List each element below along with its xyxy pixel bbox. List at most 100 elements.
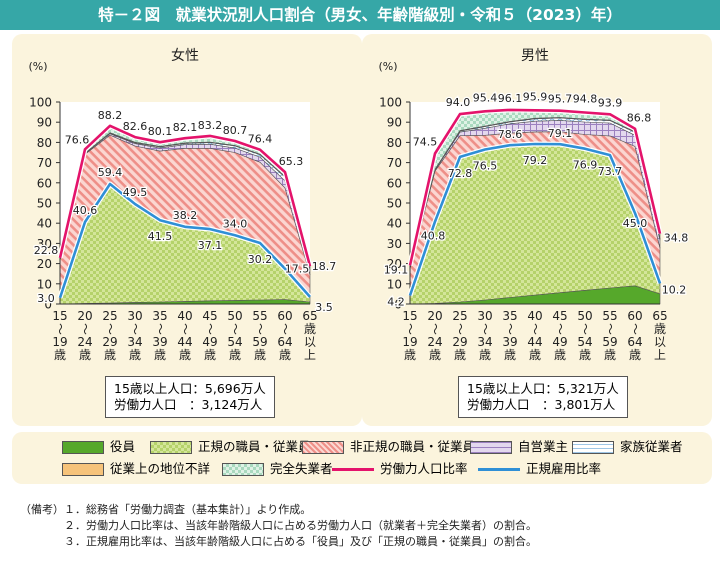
- regular-employment-ratio-label: 40.8: [421, 230, 446, 243]
- y-tick-label: 70: [387, 156, 402, 170]
- labor-force-ratio-label: 83.2: [198, 119, 223, 132]
- legend-swatch-officer: [62, 441, 104, 454]
- labor-force-ratio-label: 93.9: [598, 96, 623, 109]
- x-tick-label: 歳: [604, 348, 616, 362]
- x-tick-label: 以: [304, 335, 316, 349]
- x-tick-label: 34: [127, 335, 142, 349]
- regular-employment-ratio-label: 30.2: [248, 253, 273, 266]
- x-tick-label: 49: [202, 335, 217, 349]
- labor-force-ratio-label: 96.1: [498, 92, 523, 105]
- regular-employment-ratio-label: 72.8: [448, 167, 473, 180]
- male-population-box: 15歳以上人口：5,321万人 労働力人口 ：3,801万人: [458, 376, 628, 418]
- x-tick-label: 44: [527, 335, 542, 349]
- legend-label-regular: 正規の職員・従業員: [198, 439, 311, 454]
- y-tick-label: 90: [37, 116, 52, 130]
- legend: 役員 正規の職員・従業員 非正規の職員・従業員 自営業主 家族従業者 従業上の地…: [12, 432, 712, 484]
- x-tick-label: 60: [277, 309, 292, 323]
- x-tick-label: 35: [152, 309, 167, 323]
- x-tick-label: 34: [477, 335, 492, 349]
- legend-label-nonregular: 非正規の職員・従業員: [350, 439, 476, 454]
- x-tick-label: 29: [102, 335, 117, 349]
- regular-employment-ratio-label: 38.2: [173, 209, 198, 222]
- x-tick-label: 上: [304, 348, 316, 362]
- x-tick-label: ～: [253, 323, 267, 335]
- legend-swatch-nonregular: [302, 441, 344, 454]
- labor-force-ratio-label: 74.5: [413, 136, 438, 149]
- regular-employment-ratio-label: 79.2: [523, 154, 548, 167]
- note-line-2: ２．労働力人口比率は、当該年齢階級人口に占める労働力人口（就業者＋完全失業者）の…: [64, 519, 537, 532]
- y-tick-label: 10: [37, 277, 52, 291]
- female-labor-label: 労働力人口 ：: [114, 397, 202, 412]
- x-tick-label: ～: [478, 323, 492, 335]
- labor-force-ratio-label: 34.8: [664, 232, 689, 245]
- labor-force-ratio-label: 22.8: [34, 244, 59, 257]
- regular-employment-ratio-line: [408, 142, 662, 296]
- x-tick-label: ～: [628, 323, 642, 335]
- regular-employment-ratio-label: 49.5: [123, 186, 148, 199]
- x-tick-label: 39: [152, 335, 167, 349]
- legend-swatch-regular: [150, 441, 192, 454]
- x-tick-label: 15: [52, 309, 67, 323]
- legend-line-regular: [478, 468, 520, 471]
- x-tick-label: 54: [577, 335, 592, 349]
- labor-force-ratio-label: 95.9: [523, 90, 548, 103]
- female-pop-label: 15歳以上人口：: [114, 381, 205, 396]
- labor-force-ratio-label: 82.6: [123, 120, 148, 133]
- x-tick-label: 歳: [629, 348, 641, 362]
- x-tick-label: 50: [227, 309, 242, 323]
- female-labor-value: 3,124万人: [201, 397, 263, 412]
- x-tick-label: ～: [553, 323, 567, 335]
- legend-label-officer: 役員: [110, 439, 136, 454]
- x-tick-label: 24: [77, 335, 92, 349]
- x-tick-label: 歳: [179, 348, 191, 362]
- regular-employment-ratio-label: 73.7: [598, 165, 623, 178]
- x-tick-label: ～: [153, 323, 167, 335]
- x-tick-label: 歳: [104, 348, 116, 362]
- x-tick-label: 30: [477, 309, 492, 323]
- regular-employment-ratio-label: 40.6: [73, 204, 98, 217]
- x-tick-label: ～: [103, 323, 117, 335]
- x-tick-label: 25: [102, 309, 117, 323]
- labor-force-ratio-label: 95.7: [548, 93, 573, 106]
- x-tick-label: 54: [227, 335, 242, 349]
- regular-employment-ratio-label: 76.5: [473, 159, 498, 172]
- x-tick-label: 歳: [504, 348, 516, 362]
- legend-swatch-unknown: [62, 463, 104, 476]
- y-tick-label: 30: [387, 237, 402, 251]
- y-tick-label: 80: [37, 136, 52, 150]
- x-tick-label: 59: [602, 335, 617, 349]
- y-tick-label: 60: [37, 176, 52, 190]
- regular-employment-ratio-label: 3.0: [37, 292, 55, 305]
- female-chart: 女性(%)010203040506070809010022.876.688.28…: [28, 47, 337, 362]
- x-tick-label: 歳: [304, 322, 316, 336]
- labor-force-ratio-label: 80.1: [148, 125, 173, 138]
- y-tick-label: 50: [37, 197, 52, 211]
- x-tick-label: ～: [403, 323, 417, 335]
- x-tick-label: ～: [203, 323, 217, 335]
- panel-title: 女性: [171, 47, 199, 64]
- x-tick-label: 以: [654, 335, 666, 349]
- x-tick-label: ～: [453, 323, 467, 335]
- x-tick-label: 55: [252, 309, 267, 323]
- y-tick-label: 20: [37, 257, 52, 271]
- x-tick-label: 65: [652, 309, 667, 323]
- x-tick-label: 60: [627, 309, 642, 323]
- x-tick-label: 歳: [554, 348, 566, 362]
- x-tick-label: 35: [502, 309, 517, 323]
- y-tick-label: 30: [37, 237, 52, 251]
- x-tick-label: 歳: [229, 348, 241, 362]
- labor-force-ratio-label: 94.0: [446, 96, 471, 109]
- regular-employment-ratio-label: 4.2: [387, 296, 405, 309]
- x-tick-label: 歳: [204, 348, 216, 362]
- notes-heading: （備考）: [20, 503, 64, 516]
- labor-force-ratio-label: 18.7: [312, 260, 337, 273]
- legend-label-labor: 労働力人口比率: [380, 461, 468, 476]
- x-tick-label: ～: [78, 323, 92, 335]
- legend-swatch-unemployed: [222, 463, 264, 476]
- x-tick-label: 歳: [154, 348, 166, 362]
- x-tick-label: 19: [402, 335, 417, 349]
- regular-employment-ratio-label: 79.1: [548, 127, 573, 140]
- x-tick-label: 歳: [279, 348, 291, 362]
- x-tick-label: 24: [427, 335, 442, 349]
